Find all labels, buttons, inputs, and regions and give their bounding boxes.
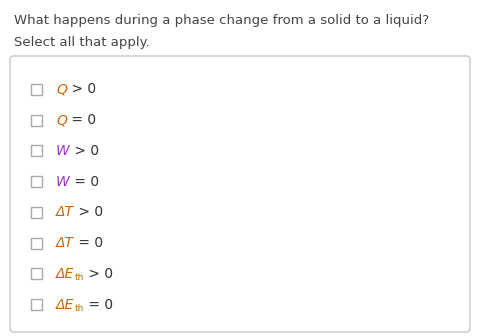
Text: Q: Q [56,113,67,127]
Text: ΔT: ΔT [56,205,74,219]
Text: What happens during a phase change from a solid to a liquid?: What happens during a phase change from … [14,14,428,27]
Bar [30,238,41,249]
Text: Q: Q [56,82,67,96]
Text: > 0: > 0 [74,205,103,219]
Text: th: th [74,304,83,312]
Text: > 0: > 0 [83,267,113,281]
Bar [30,176,41,187]
Text: = 0: = 0 [70,175,99,188]
Text: = 0: = 0 [83,298,113,311]
Text: W: W [56,144,70,158]
Text: > 0: > 0 [67,82,96,96]
Bar [30,84,41,95]
Text: th: th [74,273,83,282]
Text: ΔT: ΔT [56,236,74,250]
Text: ΔE: ΔE [56,267,74,281]
Text: = 0: = 0 [67,113,96,127]
Text: = 0: = 0 [74,236,103,250]
FancyBboxPatch shape [10,56,469,332]
Bar [30,115,41,126]
Bar [30,145,41,156]
Bar [30,268,41,279]
Bar [30,207,41,218]
Text: > 0: > 0 [70,144,99,158]
Text: Select all that apply.: Select all that apply. [14,36,149,49]
Text: ΔE: ΔE [56,298,74,311]
Text: W: W [56,175,70,188]
Bar [30,299,41,310]
